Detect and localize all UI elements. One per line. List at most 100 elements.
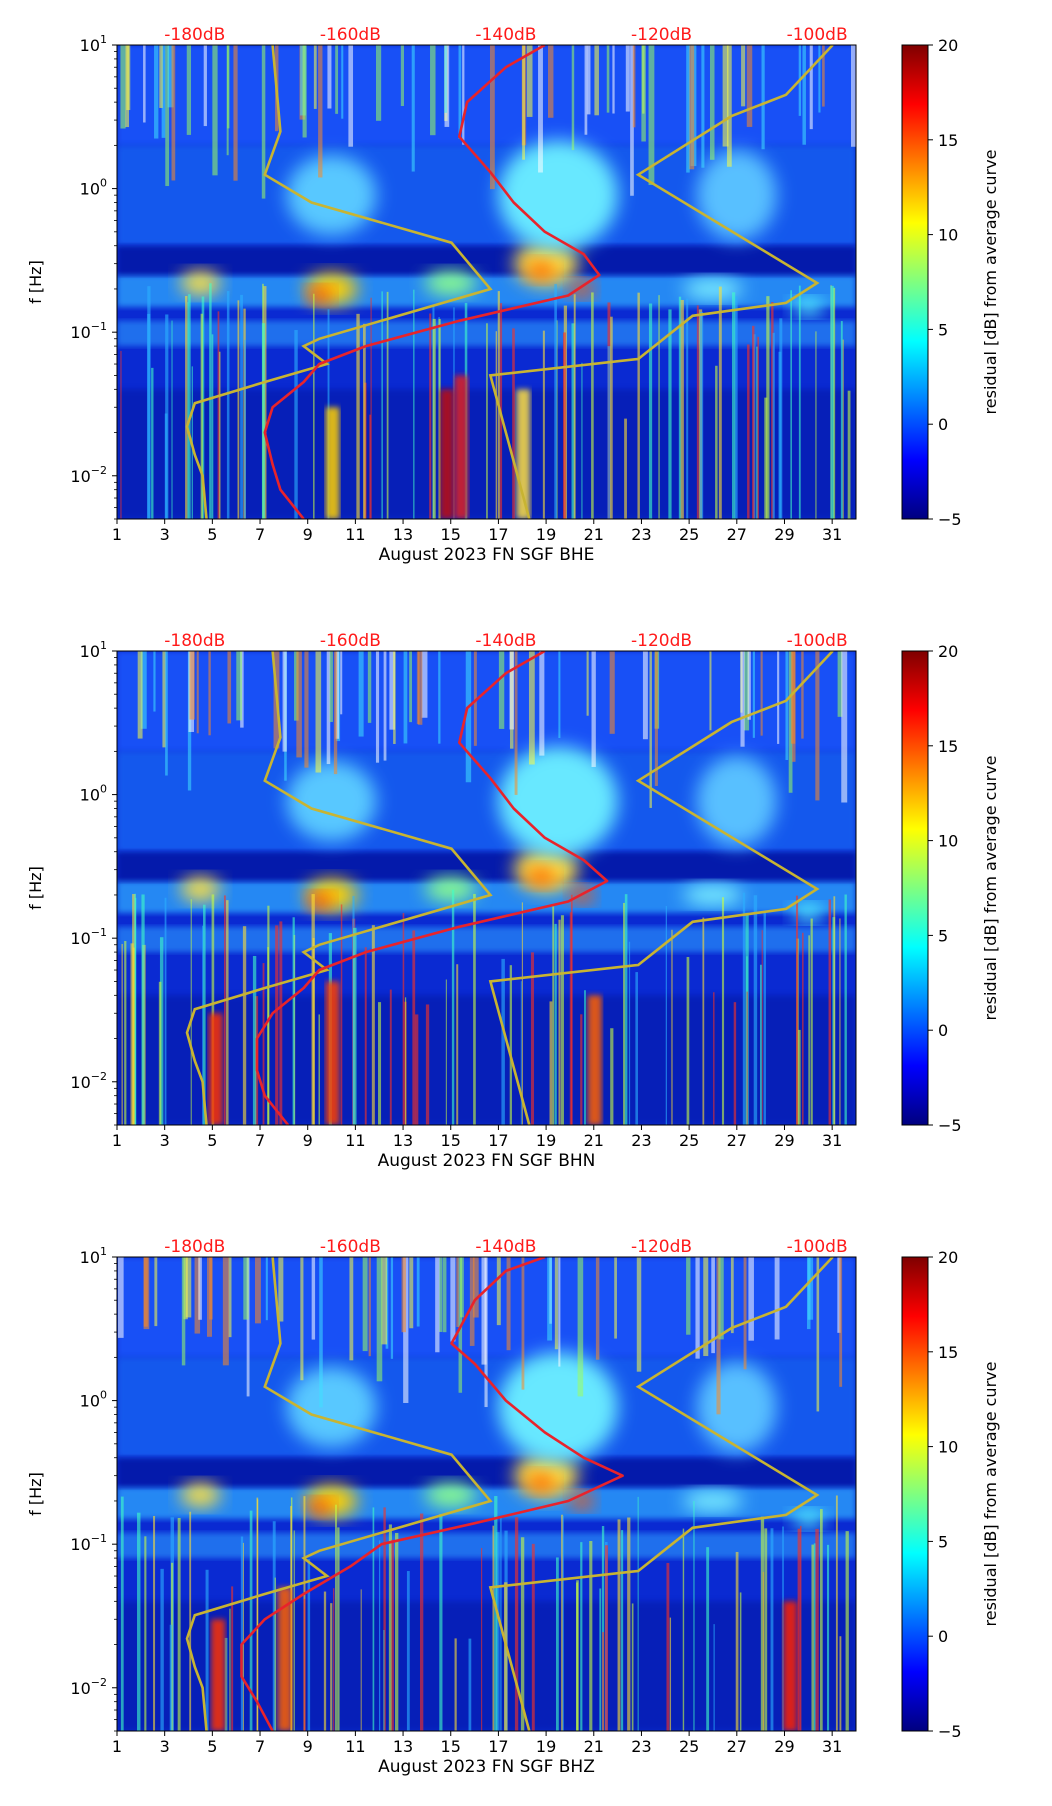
energy-blob (792, 904, 825, 921)
hf-streak (383, 651, 387, 761)
lf-streak (188, 294, 191, 519)
x-tick-label: 31 (822, 1131, 842, 1150)
hf-streak (709, 651, 712, 731)
hf-streak (718, 1257, 724, 1340)
spectrum-band (117, 1457, 856, 1488)
lf-streak (293, 1530, 295, 1731)
lf-streak (764, 397, 768, 519)
hf-streak (294, 651, 299, 721)
lf-streak (402, 913, 405, 1125)
lf-streak (160, 1568, 164, 1731)
hf-streak (760, 651, 763, 736)
lf-streak (696, 305, 699, 519)
energy-blob (696, 756, 777, 847)
hf-streak (313, 45, 317, 109)
spectrogram-area (117, 651, 856, 1125)
hf-streak (348, 45, 354, 147)
lf-streak (637, 292, 640, 519)
lf-streak (631, 1603, 634, 1731)
lf-streak (808, 935, 810, 1125)
hf-streak (171, 45, 176, 181)
hf-streak (761, 45, 765, 150)
hf-streak (327, 45, 332, 109)
lf-streak (189, 1511, 192, 1731)
lf-event (277, 1587, 292, 1731)
lf-streak (311, 894, 315, 1125)
y-axis-label: f [Hz] (26, 1472, 45, 1516)
hf-streak (686, 1257, 691, 1335)
lf-streak (185, 295, 188, 519)
hf-streak (744, 651, 750, 731)
lf-event (325, 407, 340, 519)
energy-blob (424, 877, 477, 902)
hf-streak (194, 1257, 201, 1334)
hf-streak (539, 651, 545, 756)
lf-streak (229, 1608, 231, 1731)
hf-streak (625, 45, 630, 112)
lf-streak (438, 318, 441, 519)
colorbar-tick-label: 0 (938, 415, 948, 434)
hf-streak (649, 651, 652, 808)
hf-streak (319, 1257, 323, 1408)
hf-streak (196, 651, 199, 734)
lf-streak (562, 1515, 564, 1731)
y-tick-label: 10−2 (70, 1676, 107, 1698)
hf-streak (140, 651, 147, 729)
lf-streak (121, 943, 123, 1125)
y-tick-label: 100 (80, 1389, 107, 1411)
energy-blob (180, 271, 221, 296)
hf-streak (411, 45, 415, 172)
lf-streak (333, 1588, 335, 1731)
lf-streak (495, 331, 497, 519)
x-tick-label: 15 (441, 1737, 461, 1756)
lf-streak (666, 1562, 670, 1731)
model-curve-low (185, 45, 493, 519)
lf-streak (201, 296, 205, 519)
hf-streak (837, 1257, 841, 1333)
colorbar-tick-label: 10 (938, 226, 958, 245)
x-tick-label: 17 (488, 525, 508, 544)
x-tick-label: 11 (345, 1737, 365, 1756)
energy-blob (527, 260, 556, 281)
colorbar-tick-label: 20 (938, 1248, 958, 1267)
y-tick-label: 10−2 (70, 1070, 107, 1092)
x-tick-label: 19 (536, 525, 556, 544)
hf-streak (777, 651, 780, 744)
lf-streak (323, 1591, 327, 1731)
hf-streak (740, 651, 745, 747)
lf-streak (425, 1004, 430, 1125)
lf-streak (839, 918, 841, 1125)
hf-streak (403, 651, 408, 744)
axes-frame (116, 44, 857, 520)
hf-streak (222, 1257, 229, 1366)
hf-streak (254, 1257, 261, 1324)
lf-streak (686, 298, 689, 519)
lf-streak (752, 325, 755, 519)
x-tick-label: 17 (488, 1131, 508, 1150)
lf-streak (406, 1571, 410, 1731)
lf-streak (682, 1528, 685, 1731)
hf-streak (594, 45, 599, 116)
hf-streak (746, 45, 753, 127)
y-axis-label: f [Hz] (26, 866, 45, 910)
hf-streak (228, 1257, 232, 1338)
lf-streak (686, 956, 690, 1125)
x-tick-label: 29 (774, 1131, 794, 1150)
x-tick-label: 23 (631, 1737, 651, 1756)
top-db-label: -120dB (631, 1237, 692, 1257)
colorbar-tick-label: 15 (938, 737, 958, 756)
lf-streak (734, 296, 738, 519)
lf-streak (589, 1541, 593, 1731)
model-curve-low (185, 1257, 493, 1731)
hf-streak (489, 45, 495, 190)
spectrum-band (117, 245, 856, 276)
hf-streak (609, 651, 615, 734)
x-tick-label: 27 (727, 1737, 747, 1756)
top-db-label: -100dB (787, 25, 848, 45)
colorbar-tick-label: 10 (938, 1438, 958, 1457)
lf-streak (202, 925, 204, 1125)
lf-streak (747, 344, 750, 519)
hf-streak (496, 1257, 501, 1326)
lf-streak (678, 296, 682, 519)
